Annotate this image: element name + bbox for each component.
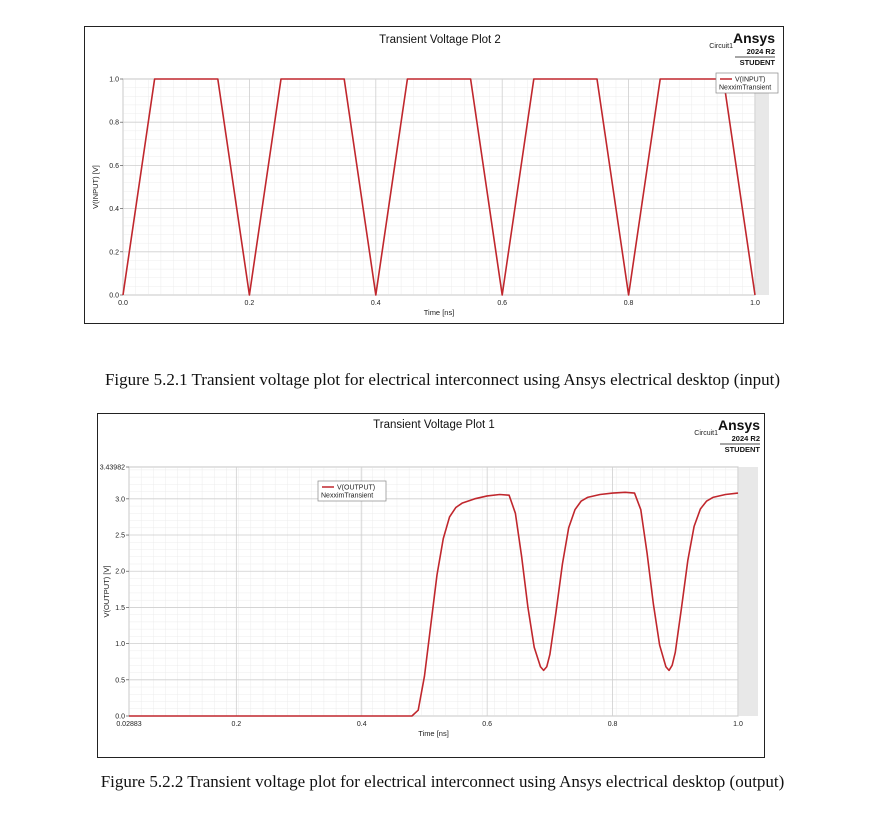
chart-title: Transient Voltage Plot 1: [373, 419, 495, 431]
plot-right-strip: [755, 79, 769, 295]
ansys-edition: STUDENT: [740, 58, 776, 67]
y-tick-label: 1.0: [109, 77, 119, 84]
y-axis-label: V(OUTPUT) [V]: [102, 565, 111, 617]
x-tick-label: 0.2: [231, 721, 241, 728]
ansys-logo-text: Ansys: [718, 417, 760, 433]
legend-series-source: NexximTransient: [321, 493, 373, 500]
y-tick-label: 3.0: [115, 496, 125, 503]
transient-voltage-plot-1: 0.02883 0.2 0.4 0.6 0.8 1.0 0.0 0.5 1.0 1.5 2.0 2.5…: [97, 413, 765, 758]
ansys-edition: STUDENT: [725, 445, 761, 454]
x-tick-label: 1.0: [750, 300, 760, 307]
x-tick-label: 0.6: [497, 300, 507, 307]
legend-series-name: V(INPUT): [735, 77, 765, 84]
circuit-name: Circuit1: [709, 43, 733, 50]
figure-5-2-1-caption: Figure 5.2.1 Transient voltage plot for …: [0, 370, 885, 390]
y-tick-label: 0.4: [109, 206, 119, 213]
transient-voltage-plot-2: 0.0 0.2 0.4 0.6 0.8 1.0 0.0 0.2 0.4 0.6 0.8 1.0 Time…: [84, 26, 784, 324]
y-tick-label: 2.0: [115, 569, 125, 576]
plot-right-strip: [738, 467, 758, 716]
y-tick-label: 0.8: [109, 120, 119, 127]
x-tick-label: 0.8: [608, 721, 618, 728]
y-tick-label: 3.43982: [100, 465, 125, 472]
legend-series-name: V(OUTPUT): [337, 485, 375, 492]
y-tick-label: 0.6: [109, 163, 119, 170]
circuit-name: Circuit1: [694, 430, 718, 437]
y-tick-label: 1.0: [115, 641, 125, 648]
y-tick-label: 0.0: [109, 293, 119, 300]
x-tick-label: 0.6: [482, 721, 492, 728]
x-tick-label: 0.4: [357, 721, 367, 728]
x-tick-label: 0.4: [371, 300, 381, 307]
x-axis-label: Time [ns]: [418, 729, 449, 738]
plot-2-svg: 0.0 0.2 0.4 0.6 0.8 1.0 0.0 0.2 0.4 0.6 0.8 1.0 Time…: [85, 27, 785, 325]
y-tick-label: 0.2: [109, 249, 119, 256]
x-tick-label: 0.02883: [116, 721, 141, 728]
figure-5-2-2-caption: Figure 5.2.2 Transient voltage plot for …: [0, 772, 885, 792]
ansys-version: 2024 R2: [732, 434, 760, 443]
ansys-version: 2024 R2: [747, 47, 775, 56]
y-tick-label: 0.0: [115, 714, 125, 721]
y-tick-label: 2.5: [115, 533, 125, 540]
y-tick-label: 0.5: [115, 677, 125, 684]
plot-1-svg: 0.02883 0.2 0.4 0.6 0.8 1.0 0.0 0.5 1.0 1.5 2.0 2.5…: [98, 414, 766, 759]
x-tick-label: 1.0: [733, 721, 743, 728]
chart-title: Transient Voltage Plot 2: [379, 34, 501, 46]
x-axis-label: Time [ns]: [424, 308, 455, 317]
ansys-logo-text: Ansys: [733, 30, 775, 46]
x-tick-label: 0.8: [624, 300, 634, 307]
x-tick-label: 0.2: [245, 300, 255, 307]
legend-series-source: NexximTransient: [719, 85, 771, 92]
y-tick-label: 1.5: [115, 605, 125, 612]
x-tick-label: 0.0: [118, 300, 128, 307]
y-axis-label: V(INPUT) [V]: [91, 165, 100, 209]
